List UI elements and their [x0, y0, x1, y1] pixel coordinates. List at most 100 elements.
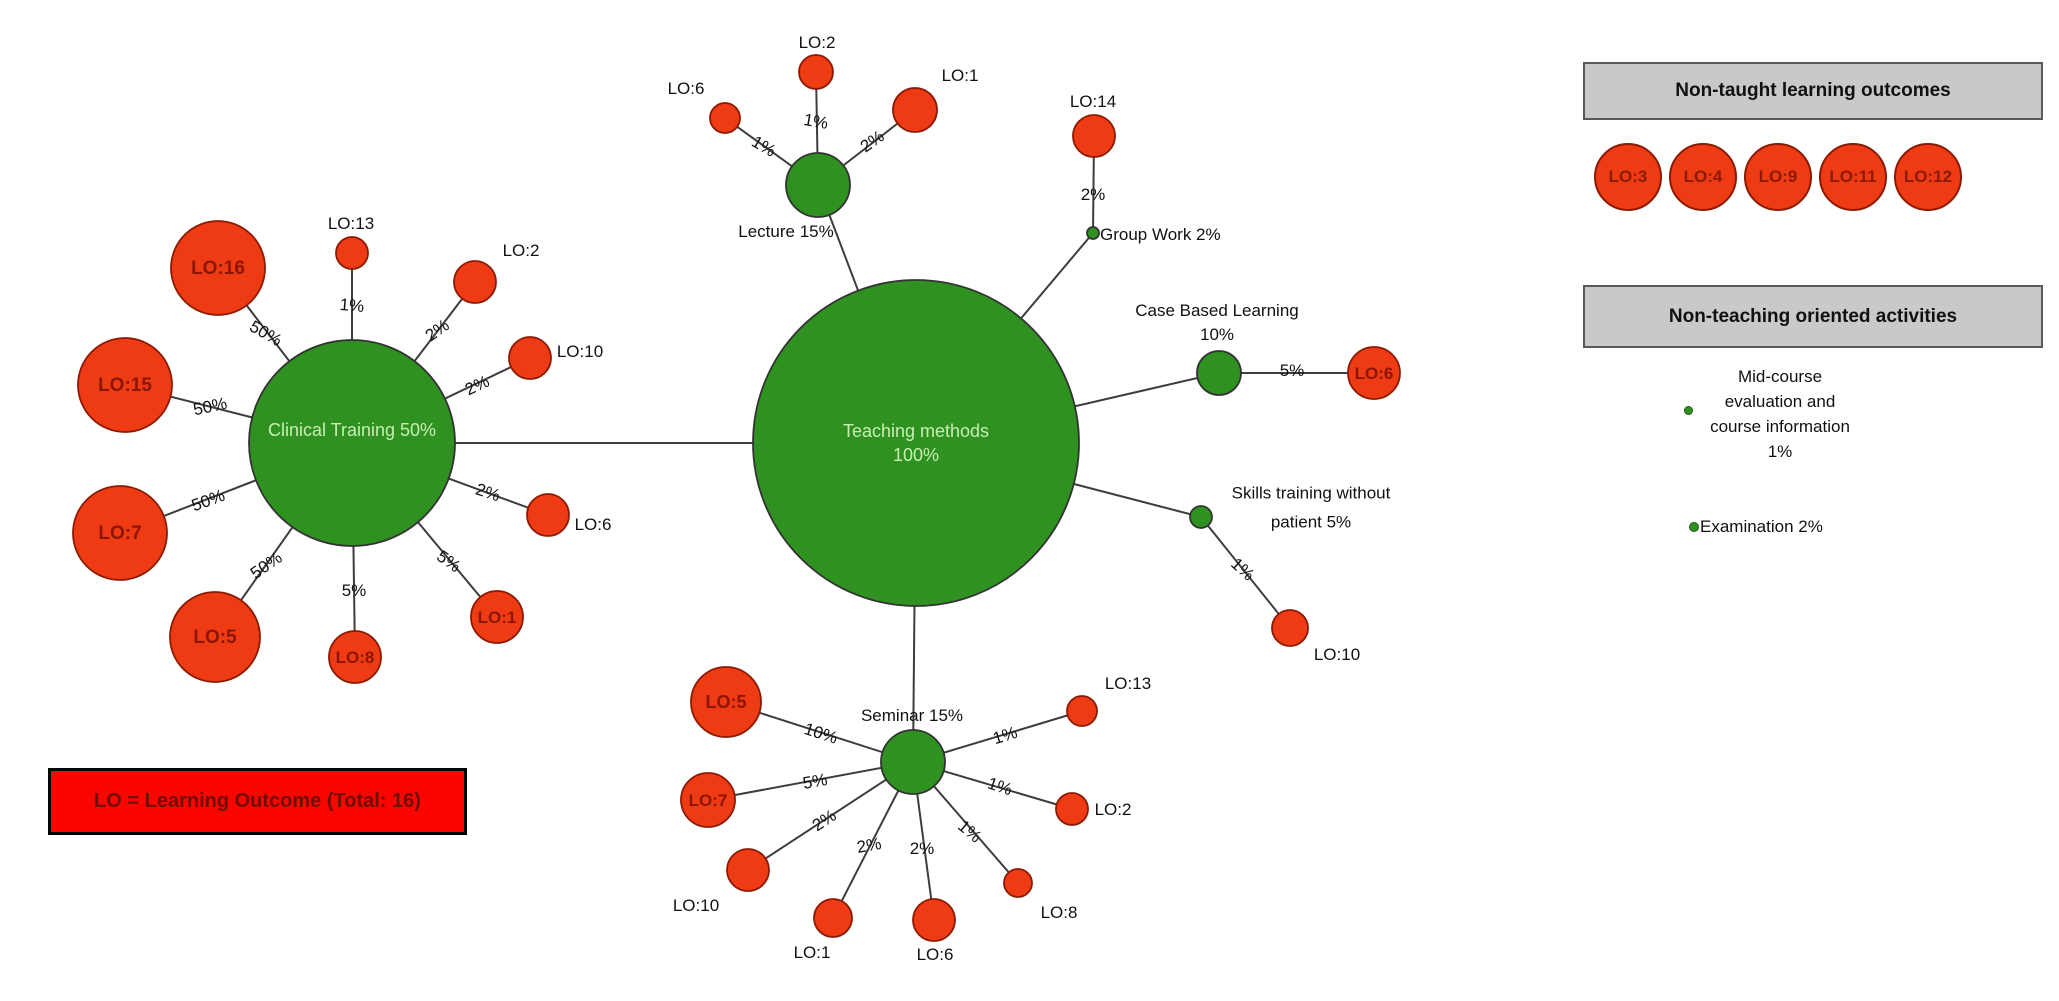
node-label-seminar: Seminar 15%: [861, 706, 963, 725]
examination-activity-label: Examination 2%: [1700, 517, 1823, 536]
node-label-lec_lo1: LO:1: [942, 66, 979, 85]
edge-label-clinical-cl_lo15: 50%: [191, 393, 228, 419]
non-taught-lo-circle: LO:4: [1669, 143, 1737, 211]
node-cl_lo6: [526, 493, 570, 537]
node-cl_lo10: [508, 336, 552, 380]
node-label-lec_lo2: LO:2: [799, 33, 836, 52]
node-label-cl_lo7: LO:7: [98, 523, 141, 544]
node-label-sem_lo1: LO:1: [794, 943, 831, 962]
node-sem_lo6: [912, 898, 956, 942]
node-label-cl_lo13: LO:13: [328, 214, 374, 233]
edge-label-groupwork-gw_lo14: 2%: [1081, 185, 1106, 204]
edge-label-lecture-lec_lo6: 1%: [749, 132, 780, 161]
lo-definition-note-box: LO = Learning Outcome (Total: 16): [48, 768, 467, 835]
node-label-teaching: Teaching methods 100%: [843, 421, 989, 465]
node-label-lecture: Lecture 15%: [738, 222, 833, 241]
node-groupwork: [1086, 226, 1100, 240]
node-cbl: [1196, 350, 1242, 396]
node-label-cbl: Case Based Learning 10%: [1135, 301, 1299, 344]
lo-definition-note-text: LO = Learning Outcome (Total: 16): [94, 790, 421, 812]
edge-label-lecture-lec_lo2: 1%: [802, 110, 830, 133]
node-skills: [1189, 505, 1213, 529]
node-cl_lo15: [77, 337, 173, 433]
edge-label-clinical-cl_lo8: 5%: [342, 581, 367, 600]
node-seminar: [880, 729, 946, 795]
non-taught-legend-title: Non-taught learning outcomes: [1675, 80, 1951, 101]
edge-label-seminar-sem_lo1: 2%: [855, 834, 883, 857]
node-sem_lo2: [1055, 792, 1089, 826]
node-label-sem_lo13: LO:13: [1105, 674, 1151, 693]
edge-seminar-sem_lo7: [707, 761, 914, 801]
node-label-cl_lo15: LO:15: [98, 375, 152, 396]
lo-circle-label: LO:4: [1683, 167, 1723, 186]
node-cl_lo1: [470, 590, 524, 644]
edge-label-clinical-cl_lo2: 2%: [421, 315, 452, 345]
node-sem_lo13: [1066, 695, 1098, 727]
node-label-cl_lo8: LO:8: [336, 648, 375, 667]
node-label-gw_lo14: LO:14: [1070, 92, 1116, 111]
node-label-skills: Skills training without patient 5%: [1232, 483, 1391, 531]
node-sk_lo10: [1271, 609, 1309, 647]
node-cl_lo8: [328, 630, 382, 684]
edge-label-cbl-cbl_lo6: 5%: [1280, 361, 1305, 380]
edge-label-clinical-cl_lo7: 50%: [189, 485, 227, 514]
node-label-cl_lo5: LO:5: [193, 627, 237, 648]
mid-course-dot-icon: [1684, 406, 1693, 415]
examination-dot-icon: [1689, 522, 1699, 532]
node-clinical: [248, 339, 456, 547]
edge-label-clinical-cl_lo10: 2%: [462, 371, 492, 399]
edge-label-clinical-cl_lo16: 50%: [247, 316, 286, 349]
node-label-cbl_lo6: LO:6: [1355, 364, 1394, 383]
node-label-sem_lo6: LO:6: [917, 945, 954, 964]
edge-label-seminar-sem_lo13: 1%: [990, 722, 1019, 747]
non-taught-lo-circle: LO:3: [1594, 143, 1662, 211]
node-sem_lo8: [1003, 868, 1033, 898]
node-sem_lo7: [680, 772, 736, 828]
node-label-cl_lo10: LO:10: [557, 342, 603, 361]
node-cl_lo16: [170, 220, 266, 316]
node-cl_lo5: [169, 591, 261, 683]
edge-label-clinical-cl_lo13: 1%: [339, 294, 365, 315]
node-label-sem_lo10: LO:10: [673, 896, 719, 915]
lo-circle-label: LO:12: [1903, 167, 1953, 186]
node-label-cl_lo2: LO:2: [503, 241, 540, 260]
edge-skills-sk_lo10: [1200, 516, 1291, 629]
node-sem_lo10: [726, 848, 770, 892]
node-label-sem_lo2: LO:2: [1095, 800, 1132, 819]
lo-circle-label: LO:3: [1608, 167, 1648, 186]
non-taught-lo-circle: LO:9: [1744, 143, 1812, 211]
non-teaching-legend-title: Non-teaching oriented activities: [1668, 305, 1958, 327]
edge-label-skills-sk_lo10: 1%: [1228, 554, 1259, 585]
edge-label-clinical-cl_lo5: 50%: [247, 547, 286, 582]
node-label-sem_lo7: LO:7: [689, 791, 728, 810]
node-cl_lo13: [335, 236, 369, 270]
lo-circle-label: LO:9: [1758, 167, 1798, 186]
node-label-clinical: Clinical Training 50%: [268, 420, 436, 440]
non-teaching-legend-box: Non-teaching oriented activities: [1583, 285, 2043, 348]
edge-label-seminar-sem_lo10: 2%: [809, 805, 840, 834]
non-taught-legend-box: Non-taught learning outcomes: [1583, 62, 2043, 120]
node-sem_lo5: [690, 666, 762, 738]
node-label-sem_lo5: LO:5: [705, 692, 746, 712]
node-label-cl_lo1: LO:1: [478, 608, 517, 627]
non-taught-lo-circle: LO:12: [1894, 143, 1962, 211]
node-label-cl_lo16: LO:16: [191, 258, 245, 279]
node-lec_lo1: [892, 87, 938, 133]
node-label-groupwork: Group Work 2%: [1100, 225, 1221, 244]
node-cl_lo2: [453, 260, 497, 304]
node-cbl_lo6: [1347, 346, 1401, 400]
node-sem_lo1: [813, 898, 853, 938]
edge-label-seminar-sem_lo6: 2%: [910, 839, 935, 858]
node-gw_lo14: [1072, 114, 1116, 158]
edge-label-clinical-cl_lo6: 2%: [473, 479, 502, 505]
node-teaching: [752, 279, 1080, 607]
non-taught-lo-circle: LO:11: [1819, 143, 1887, 211]
node-lecture: [785, 152, 851, 218]
edge-label-seminar-sem_lo2: 1%: [985, 773, 1014, 799]
node-lec_lo2: [798, 54, 834, 90]
node-label-cl_lo6: LO:6: [575, 515, 612, 534]
edge-label-seminar-sem_lo5: 10%: [802, 719, 840, 748]
non-taught-circles-row: LO:3 LO:4 LO:9 LO:11 LO:12: [1594, 143, 1962, 211]
node-label-sem_lo8: LO:8: [1041, 903, 1078, 922]
